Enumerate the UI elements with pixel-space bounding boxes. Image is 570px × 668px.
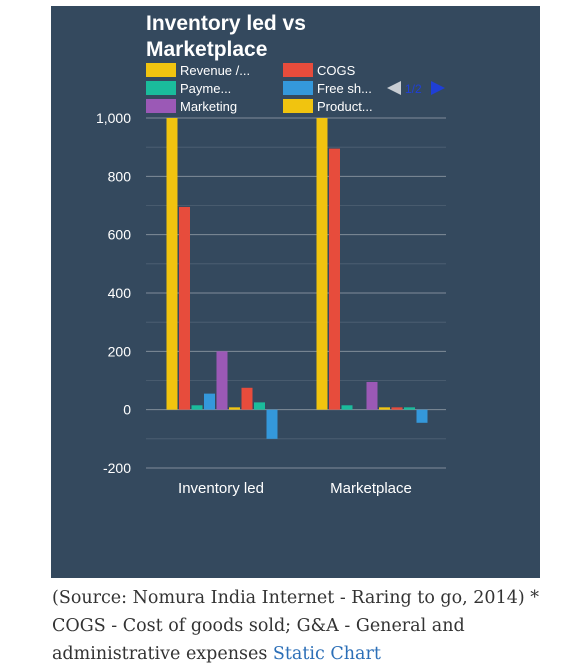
bar[interactable] <box>166 118 178 410</box>
y-tick-label: 600 <box>108 227 132 243</box>
legend-swatch <box>283 63 313 77</box>
legend-pager[interactable]: 1/2 <box>387 81 445 96</box>
static-chart-link[interactable]: Static Chart <box>272 644 381 664</box>
y-tick-label: 400 <box>108 285 132 301</box>
legend-label: Free sh... <box>317 81 372 96</box>
bar-chart: -200 0 200 400 600 800 1,000 Inventory led Mark… <box>96 12 446 497</box>
legend-swatch <box>146 81 176 95</box>
gridlines <box>146 117 446 469</box>
bar[interactable] <box>241 387 253 410</box>
bars <box>166 118 428 439</box>
legend-label: Payme... <box>180 81 231 96</box>
chart-title-line: Marketplace <box>146 38 267 61</box>
bar[interactable] <box>416 409 428 423</box>
chart-caption: (Source: Nomura India Internet - Raring … <box>52 584 552 668</box>
bar[interactable] <box>216 351 228 410</box>
legend: Revenue /... COGS Payme... Free sh... Market… <box>146 63 373 114</box>
x-axis: Inventory led Marketplace <box>178 480 412 497</box>
y-axis: -200 0 200 400 600 800 1,000 <box>96 110 131 476</box>
bar[interactable] <box>379 407 390 410</box>
legend-swatch <box>146 63 176 77</box>
legend-swatch <box>283 99 313 113</box>
y-tick-label: 800 <box>108 168 132 184</box>
y-tick-label: -200 <box>103 460 131 476</box>
bar[interactable] <box>404 407 415 410</box>
legend-swatch <box>283 81 313 95</box>
pager-prev-icon[interactable] <box>387 81 401 95</box>
legend-label: Revenue /... <box>180 63 250 78</box>
bar[interactable] <box>204 393 215 410</box>
chart-title-line: Inventory led vs <box>146 12 306 35</box>
bar[interactable] <box>191 405 203 410</box>
legend-label: Product... <box>317 99 373 114</box>
pager-next-icon[interactable] <box>431 81 445 95</box>
y-tick-label: 200 <box>108 343 132 359</box>
legend-label: Marketing <box>180 99 237 114</box>
bar[interactable] <box>266 409 278 439</box>
y-tick-label: 0 <box>123 402 131 418</box>
bar[interactable] <box>316 118 328 410</box>
x-category-label: Inventory led <box>178 480 264 497</box>
chart-panel: -200 0 200 400 600 800 1,000 Inventory led Mark… <box>51 6 540 578</box>
bar[interactable] <box>229 407 240 410</box>
bar[interactable] <box>254 402 265 410</box>
legend-label: COGS <box>317 63 356 78</box>
bar[interactable] <box>341 405 353 410</box>
bar[interactable] <box>329 148 340 410</box>
y-tick-label: 1,000 <box>96 110 131 126</box>
bar[interactable] <box>179 206 190 410</box>
x-category-label: Marketplace <box>330 480 412 497</box>
pager-label: 1/2 <box>405 82 422 96</box>
bar[interactable] <box>391 407 403 410</box>
legend-swatch <box>146 99 176 113</box>
chart-title: Inventory led vs Marketplace <box>146 12 306 61</box>
bar[interactable] <box>366 381 378 410</box>
caption-text: (Source: Nomura India Internet - Raring … <box>52 588 539 664</box>
